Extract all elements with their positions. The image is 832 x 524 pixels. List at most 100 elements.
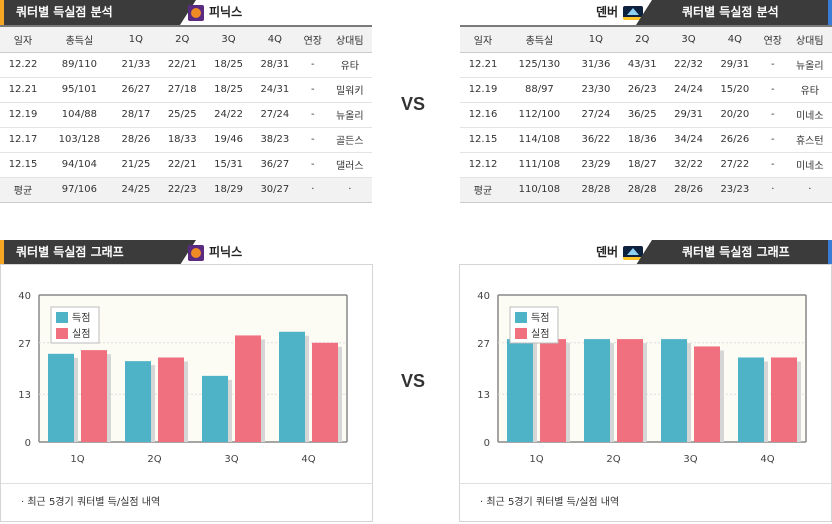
left-team-name: 피닉스 — [209, 5, 243, 19]
table-cell: - — [758, 52, 788, 78]
table-cell: - — [298, 127, 328, 153]
y-tick-label: 27 — [18, 339, 31, 350]
average-row: 평균 97/106 24/25 22/23 18/29 30/27 · · — [0, 177, 372, 203]
table-cell: 12.15 — [460, 127, 507, 153]
header-cell: 연장 — [298, 26, 328, 53]
table-cell: 38/23 — [251, 127, 299, 153]
header-cell: 총득실 — [46, 26, 113, 53]
table-cell: 뉴올리 — [787, 52, 832, 78]
x-tick-label: 4Q — [301, 454, 315, 465]
bar-scored — [661, 339, 687, 442]
table-cell: 댈러스 — [327, 152, 372, 178]
table-cell: 125/130 — [506, 52, 573, 78]
x-tick-label: 4Q — [760, 454, 774, 465]
x-tick-label: 2Q — [606, 454, 620, 465]
table-cell: 26/27 — [112, 77, 160, 103]
bar-scored — [125, 361, 151, 442]
table-cell: 103/128 — [46, 127, 113, 153]
bar-scored — [584, 339, 610, 442]
table-cell: 112/100 — [506, 102, 573, 128]
header-cell: 4Q — [711, 26, 759, 53]
table-cell: 19/46 — [205, 127, 252, 153]
table-cell: 21/33 — [112, 52, 160, 78]
legend-swatch — [515, 312, 527, 323]
left-chart-box: 0 13 27 40 1Q 2Q 3Q 4Q 득점 실점 · 최근 5경기 쿼터별 득/실점 내역 — [0, 264, 373, 522]
average-cell: · — [298, 177, 328, 203]
table-cell: - — [758, 102, 788, 128]
table-cell: 22/21 — [159, 52, 206, 78]
vs-label-top: VS — [401, 94, 426, 114]
y-tick-label: 0 — [484, 438, 490, 449]
table-cell: 34/24 — [665, 127, 712, 153]
table-cell: 12.22 — [0, 52, 47, 78]
header-cell: 총득실 — [506, 26, 573, 53]
table-cell: - — [298, 52, 328, 78]
header-cell: 상대팀 — [327, 26, 372, 53]
table-cell: 15/31 — [205, 152, 252, 178]
header-cell: 3Q — [205, 26, 252, 53]
y-tick-label: 40 — [477, 291, 490, 302]
table-cell: 미네소 — [787, 102, 832, 128]
y-tick-label: 27 — [477, 339, 490, 350]
header-cell: 2Q — [159, 26, 206, 53]
table-cell: 28/17 — [112, 102, 160, 128]
table-cell: 18/33 — [159, 127, 206, 153]
table-cell: 12.17 — [0, 127, 47, 153]
suns-logo-icon — [188, 244, 204, 261]
right-table-title: 쿼터별 득실점 분석 — [636, 0, 832, 25]
x-tick-label: 1Q — [70, 454, 84, 465]
table-cell: 미네소 — [787, 152, 832, 178]
table-cell: 31/36 — [572, 52, 620, 78]
legend-label: 실점 — [531, 328, 549, 340]
table-cell: 95/101 — [46, 77, 113, 103]
table-cell: 12.19 — [460, 77, 507, 103]
legend-label: 득점 — [531, 312, 549, 324]
table-cell: 27/24 — [251, 102, 299, 128]
table-cell: 26/26 — [711, 127, 759, 153]
table-cell: 27/24 — [572, 102, 620, 128]
table-cell: 24/31 — [251, 77, 299, 103]
average-cell: 110/108 — [506, 177, 573, 203]
y-tick-label: 13 — [18, 390, 31, 401]
table-row: 12.19 88/97 23/30 26/23 24/24 15/20- 유타 — [460, 77, 832, 103]
table-cell: 12.21 — [460, 52, 507, 78]
table-cell: 111/108 — [506, 152, 573, 178]
left-team: 피닉스 — [188, 0, 242, 25]
average-cell: 23/23 — [711, 177, 759, 203]
table-cell: 27/18 — [159, 77, 206, 103]
table-cell: 32/22 — [665, 152, 712, 178]
left-graph-team-name: 피닉스 — [209, 245, 243, 259]
header-cell: 1Q — [112, 26, 160, 53]
right-chart-note: · 최근 5경기 쿼터별 득/실점 내역 — [460, 483, 831, 521]
average-cell: 28/28 — [619, 177, 666, 203]
x-tick-label: 3Q — [683, 454, 697, 465]
bar-allowed — [158, 357, 184, 442]
table-row: 12.22 89/110 21/33 22/21 18/25 28/31- 유타 — [0, 52, 372, 78]
table-cell: 28/26 — [112, 127, 160, 153]
table-row: 12.17 103/128 28/26 18/33 19/46 38/23- 골든스 — [0, 127, 372, 153]
legend-swatch — [515, 328, 527, 339]
bar-allowed — [540, 339, 566, 442]
table-cell: 15/20 — [711, 77, 759, 103]
x-tick-label: 2Q — [147, 454, 161, 465]
table-cell: 114/108 — [506, 127, 573, 153]
table-cell: 26/23 — [619, 77, 666, 103]
table-cell: - — [298, 77, 328, 103]
table-cell: 18/25 — [205, 77, 252, 103]
header-cell: 일자 — [460, 26, 507, 53]
left-chart-note: · 최근 5경기 쿼터별 득/실점 내역 — [1, 483, 372, 521]
average-cell: · — [327, 177, 372, 203]
legend-label: 득점 — [72, 312, 90, 324]
bar-scored — [48, 353, 74, 442]
table-cell: - — [758, 127, 788, 153]
table-cell: 29/31 — [665, 102, 712, 128]
legend-swatch — [56, 328, 68, 339]
table-cell: 89/110 — [46, 52, 113, 78]
table-cell: 24/24 — [665, 77, 712, 103]
table-cell: 94/104 — [46, 152, 113, 178]
table-cell: 104/88 — [46, 102, 113, 128]
table-cell: 12.15 — [0, 152, 47, 178]
table-cell: 43/31 — [619, 52, 666, 78]
